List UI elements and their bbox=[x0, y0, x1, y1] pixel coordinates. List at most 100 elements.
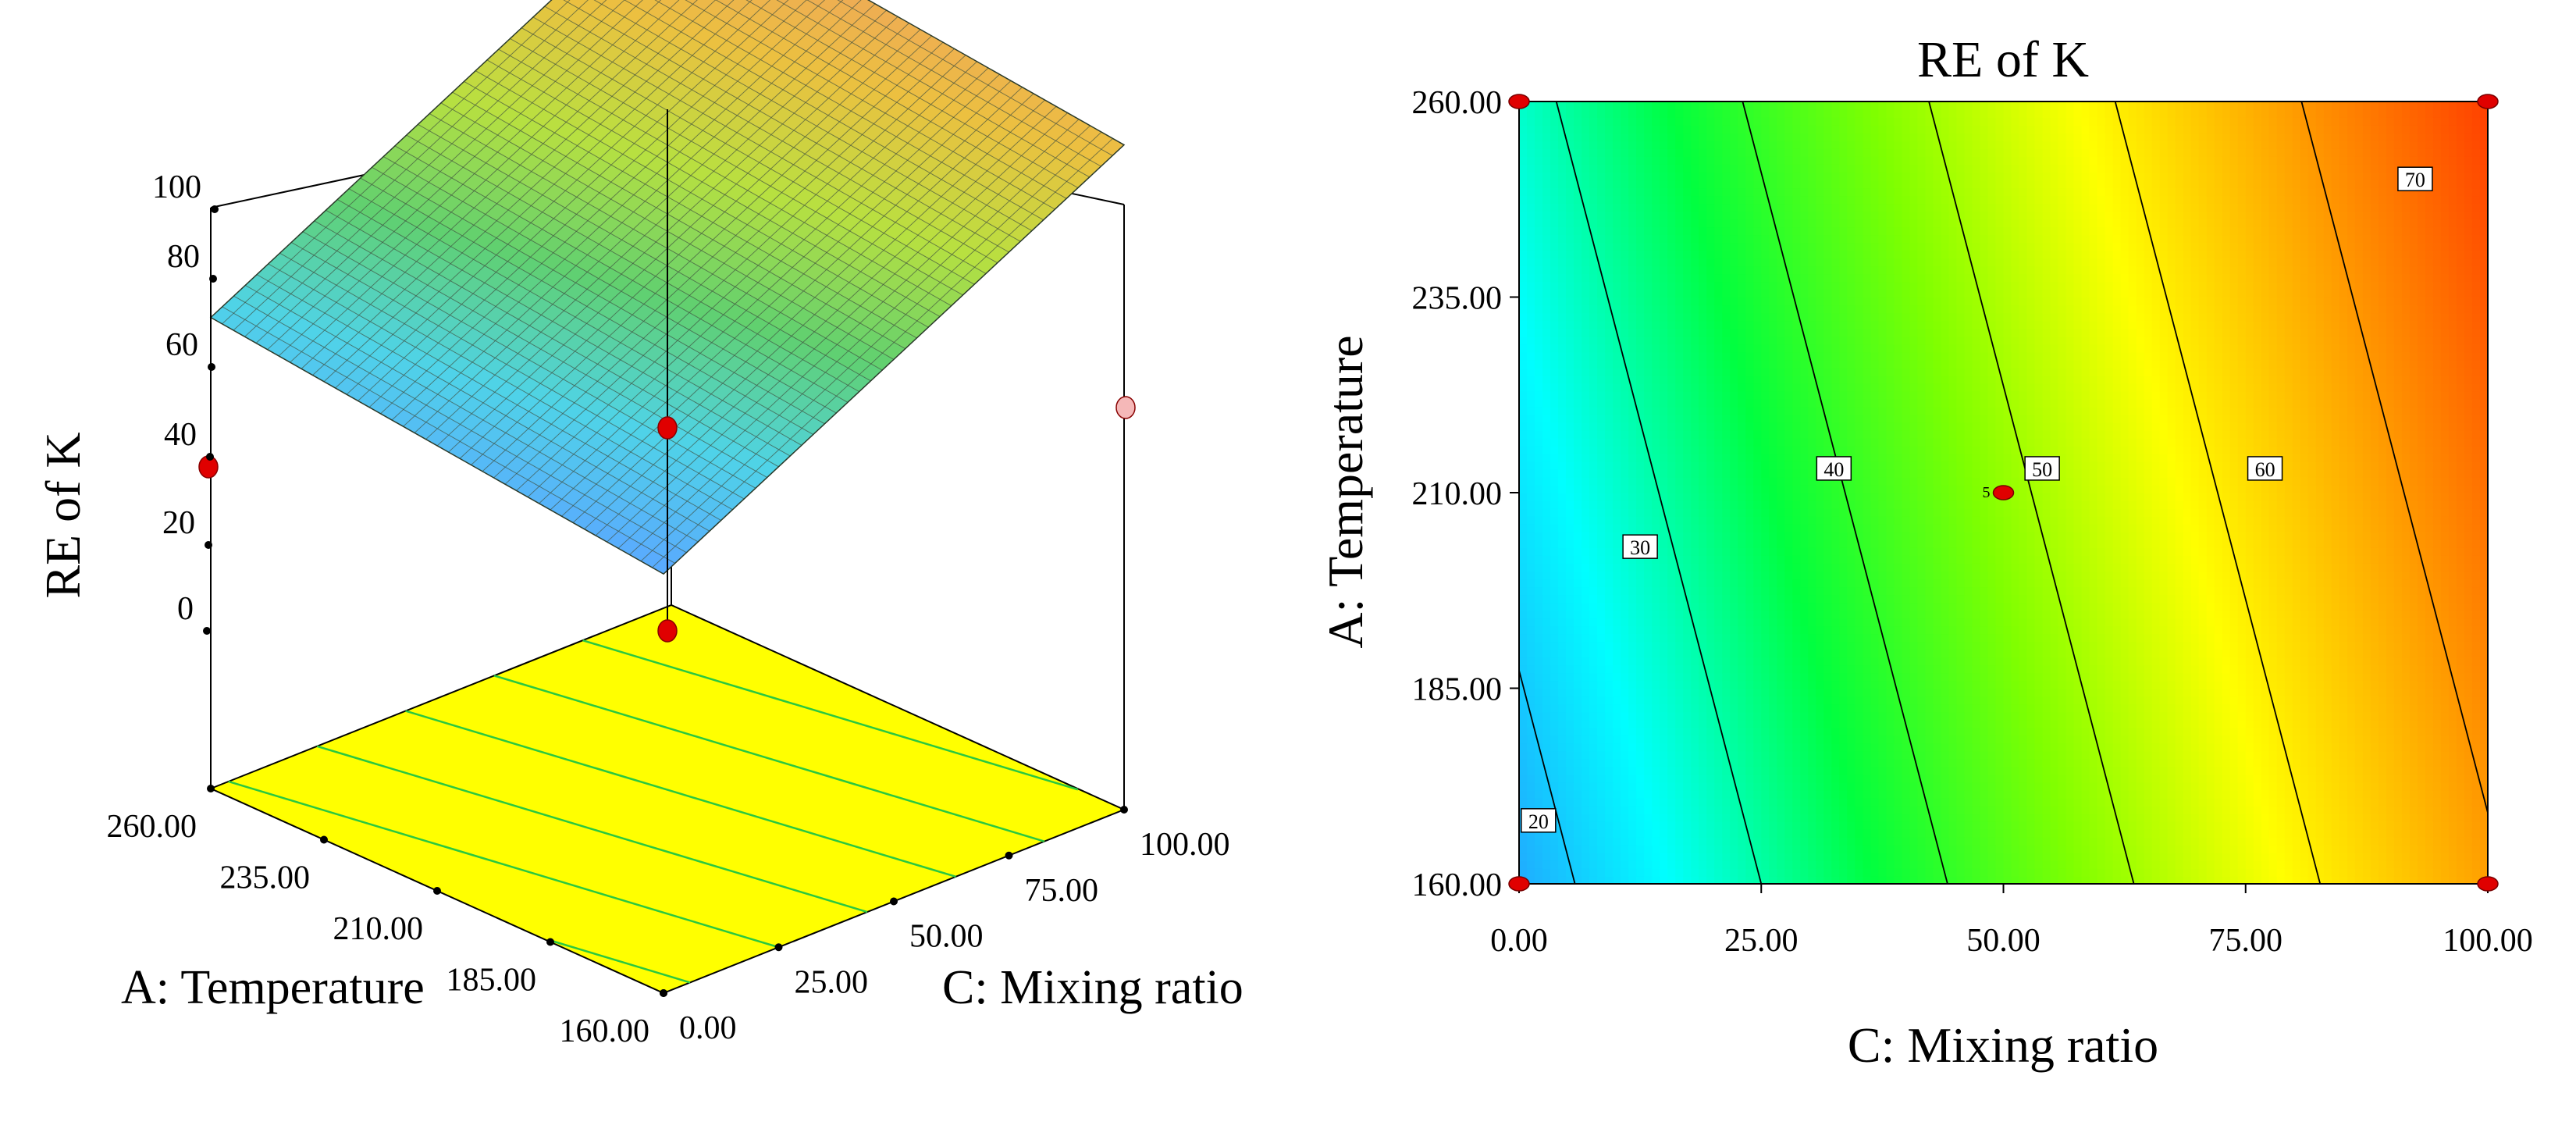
contour-cell bbox=[1730, 101, 1739, 110]
contour-cell bbox=[1683, 445, 1692, 454]
contour-cell bbox=[1667, 422, 1676, 431]
contour-cell bbox=[1550, 375, 1559, 384]
contour-cell bbox=[1621, 789, 1629, 799]
contour-cell bbox=[1691, 610, 1699, 619]
contour-cell bbox=[1753, 297, 1763, 306]
contour-cell bbox=[1753, 367, 1763, 376]
contour-cell bbox=[1621, 750, 1629, 760]
contour-cell bbox=[1761, 696, 1770, 705]
contour-cell bbox=[1777, 657, 1786, 666]
contour-cell bbox=[1730, 320, 1739, 329]
contour-cell bbox=[1660, 180, 1668, 189]
contour-cell bbox=[1613, 563, 1621, 572]
contour-cell bbox=[1745, 828, 1755, 838]
contour-cell bbox=[1714, 250, 1724, 259]
contour-cell bbox=[1621, 242, 1629, 251]
contour-cell bbox=[1527, 508, 1535, 517]
contour-cell bbox=[1722, 250, 1731, 259]
contour-cell bbox=[1691, 429, 1699, 439]
contour-cell bbox=[1706, 468, 1715, 478]
contour-cell bbox=[1566, 398, 1574, 408]
contour-cell bbox=[1558, 250, 1567, 259]
contour-cell bbox=[1605, 109, 1614, 118]
surface-cell bbox=[783, 0, 807, 11]
contour-cell bbox=[1582, 336, 1590, 345]
contour-cell bbox=[1730, 540, 1739, 548]
contour-cell bbox=[1589, 774, 1598, 783]
contour-cell bbox=[1769, 211, 1778, 220]
contour-cell bbox=[1761, 180, 1770, 189]
contour-cell bbox=[1753, 571, 1763, 580]
contour-cell bbox=[1535, 789, 1543, 799]
contour-cell bbox=[1761, 328, 1770, 337]
contour-cell bbox=[1753, 437, 1763, 447]
contour-cell bbox=[1722, 625, 1731, 635]
contour-cell bbox=[1621, 187, 1629, 197]
contour-cell bbox=[1566, 594, 1574, 604]
contour-cell bbox=[1566, 258, 1574, 267]
contour-cell bbox=[1628, 516, 1637, 525]
contour-cell bbox=[1582, 320, 1590, 329]
contour-cell bbox=[1574, 672, 1582, 682]
contour-cell bbox=[1644, 250, 1653, 259]
contour-cell bbox=[1730, 493, 1739, 501]
contour-cell bbox=[1605, 524, 1614, 532]
contour-cell bbox=[1597, 289, 1606, 298]
x-tick-label: 75.00 bbox=[1025, 873, 1099, 909]
contour-cell bbox=[1550, 625, 1559, 635]
contour-cell bbox=[1722, 164, 1731, 173]
contour-cell bbox=[1621, 101, 1629, 110]
contour-cell bbox=[1777, 860, 1786, 869]
contour-cell bbox=[1730, 211, 1739, 220]
contour-cell bbox=[1574, 688, 1582, 697]
contour-cell bbox=[1582, 867, 1590, 877]
contour-cell bbox=[1652, 133, 1660, 141]
contour-cell bbox=[1761, 633, 1770, 643]
contour-cell bbox=[1605, 273, 1614, 283]
contour-cell bbox=[1582, 390, 1590, 400]
contour-cell bbox=[1753, 133, 1763, 141]
contour-cell bbox=[1636, 141, 1645, 149]
contour-cell bbox=[1542, 664, 1551, 674]
contour-cell bbox=[1714, 750, 1724, 760]
contour-cell bbox=[1542, 234, 1551, 244]
contour-cell bbox=[1613, 406, 1621, 415]
contour-cell bbox=[1691, 453, 1699, 462]
contour-cell bbox=[1589, 618, 1598, 627]
contour-cell bbox=[1542, 602, 1551, 611]
contour-cell bbox=[1675, 476, 1684, 486]
contour-cell bbox=[1621, 453, 1629, 462]
contour-cell bbox=[1675, 211, 1684, 220]
contour-cell bbox=[1558, 195, 1567, 205]
contour-cell bbox=[1745, 782, 1755, 791]
contour-cell bbox=[1542, 735, 1551, 744]
contour-cell bbox=[1675, 805, 1684, 814]
contour-cell bbox=[1675, 265, 1684, 275]
contour-cell bbox=[1628, 672, 1637, 682]
contour-cell bbox=[1582, 367, 1590, 376]
contour-cell bbox=[1675, 782, 1684, 791]
contour-cell bbox=[1597, 625, 1606, 635]
contour-cell bbox=[1628, 265, 1637, 275]
contour-cell bbox=[1550, 265, 1559, 275]
contour-cell bbox=[1652, 860, 1660, 869]
y-tick-mark bbox=[320, 835, 328, 844]
contour-cell bbox=[1761, 579, 1770, 588]
contour-cell bbox=[1738, 187, 1747, 197]
contour-cell bbox=[1714, 688, 1724, 697]
y-tick-label: 185.00 bbox=[447, 963, 537, 999]
contour-cell bbox=[1691, 195, 1699, 205]
contour-cell bbox=[1644, 468, 1653, 478]
contour-cell bbox=[1582, 680, 1590, 689]
contour-cell bbox=[1683, 219, 1692, 228]
contour-cell bbox=[1613, 109, 1621, 118]
contour-cell bbox=[1730, 610, 1739, 619]
contour-cell bbox=[1589, 735, 1598, 744]
contour-cell bbox=[1605, 344, 1614, 353]
contour-cell bbox=[1582, 532, 1590, 540]
contour-cell bbox=[1519, 727, 1528, 736]
contour-cell bbox=[1777, 688, 1786, 697]
contour-cell bbox=[1683, 258, 1692, 267]
contour-cell bbox=[1691, 203, 1699, 212]
surface-cell bbox=[578, 0, 603, 16]
